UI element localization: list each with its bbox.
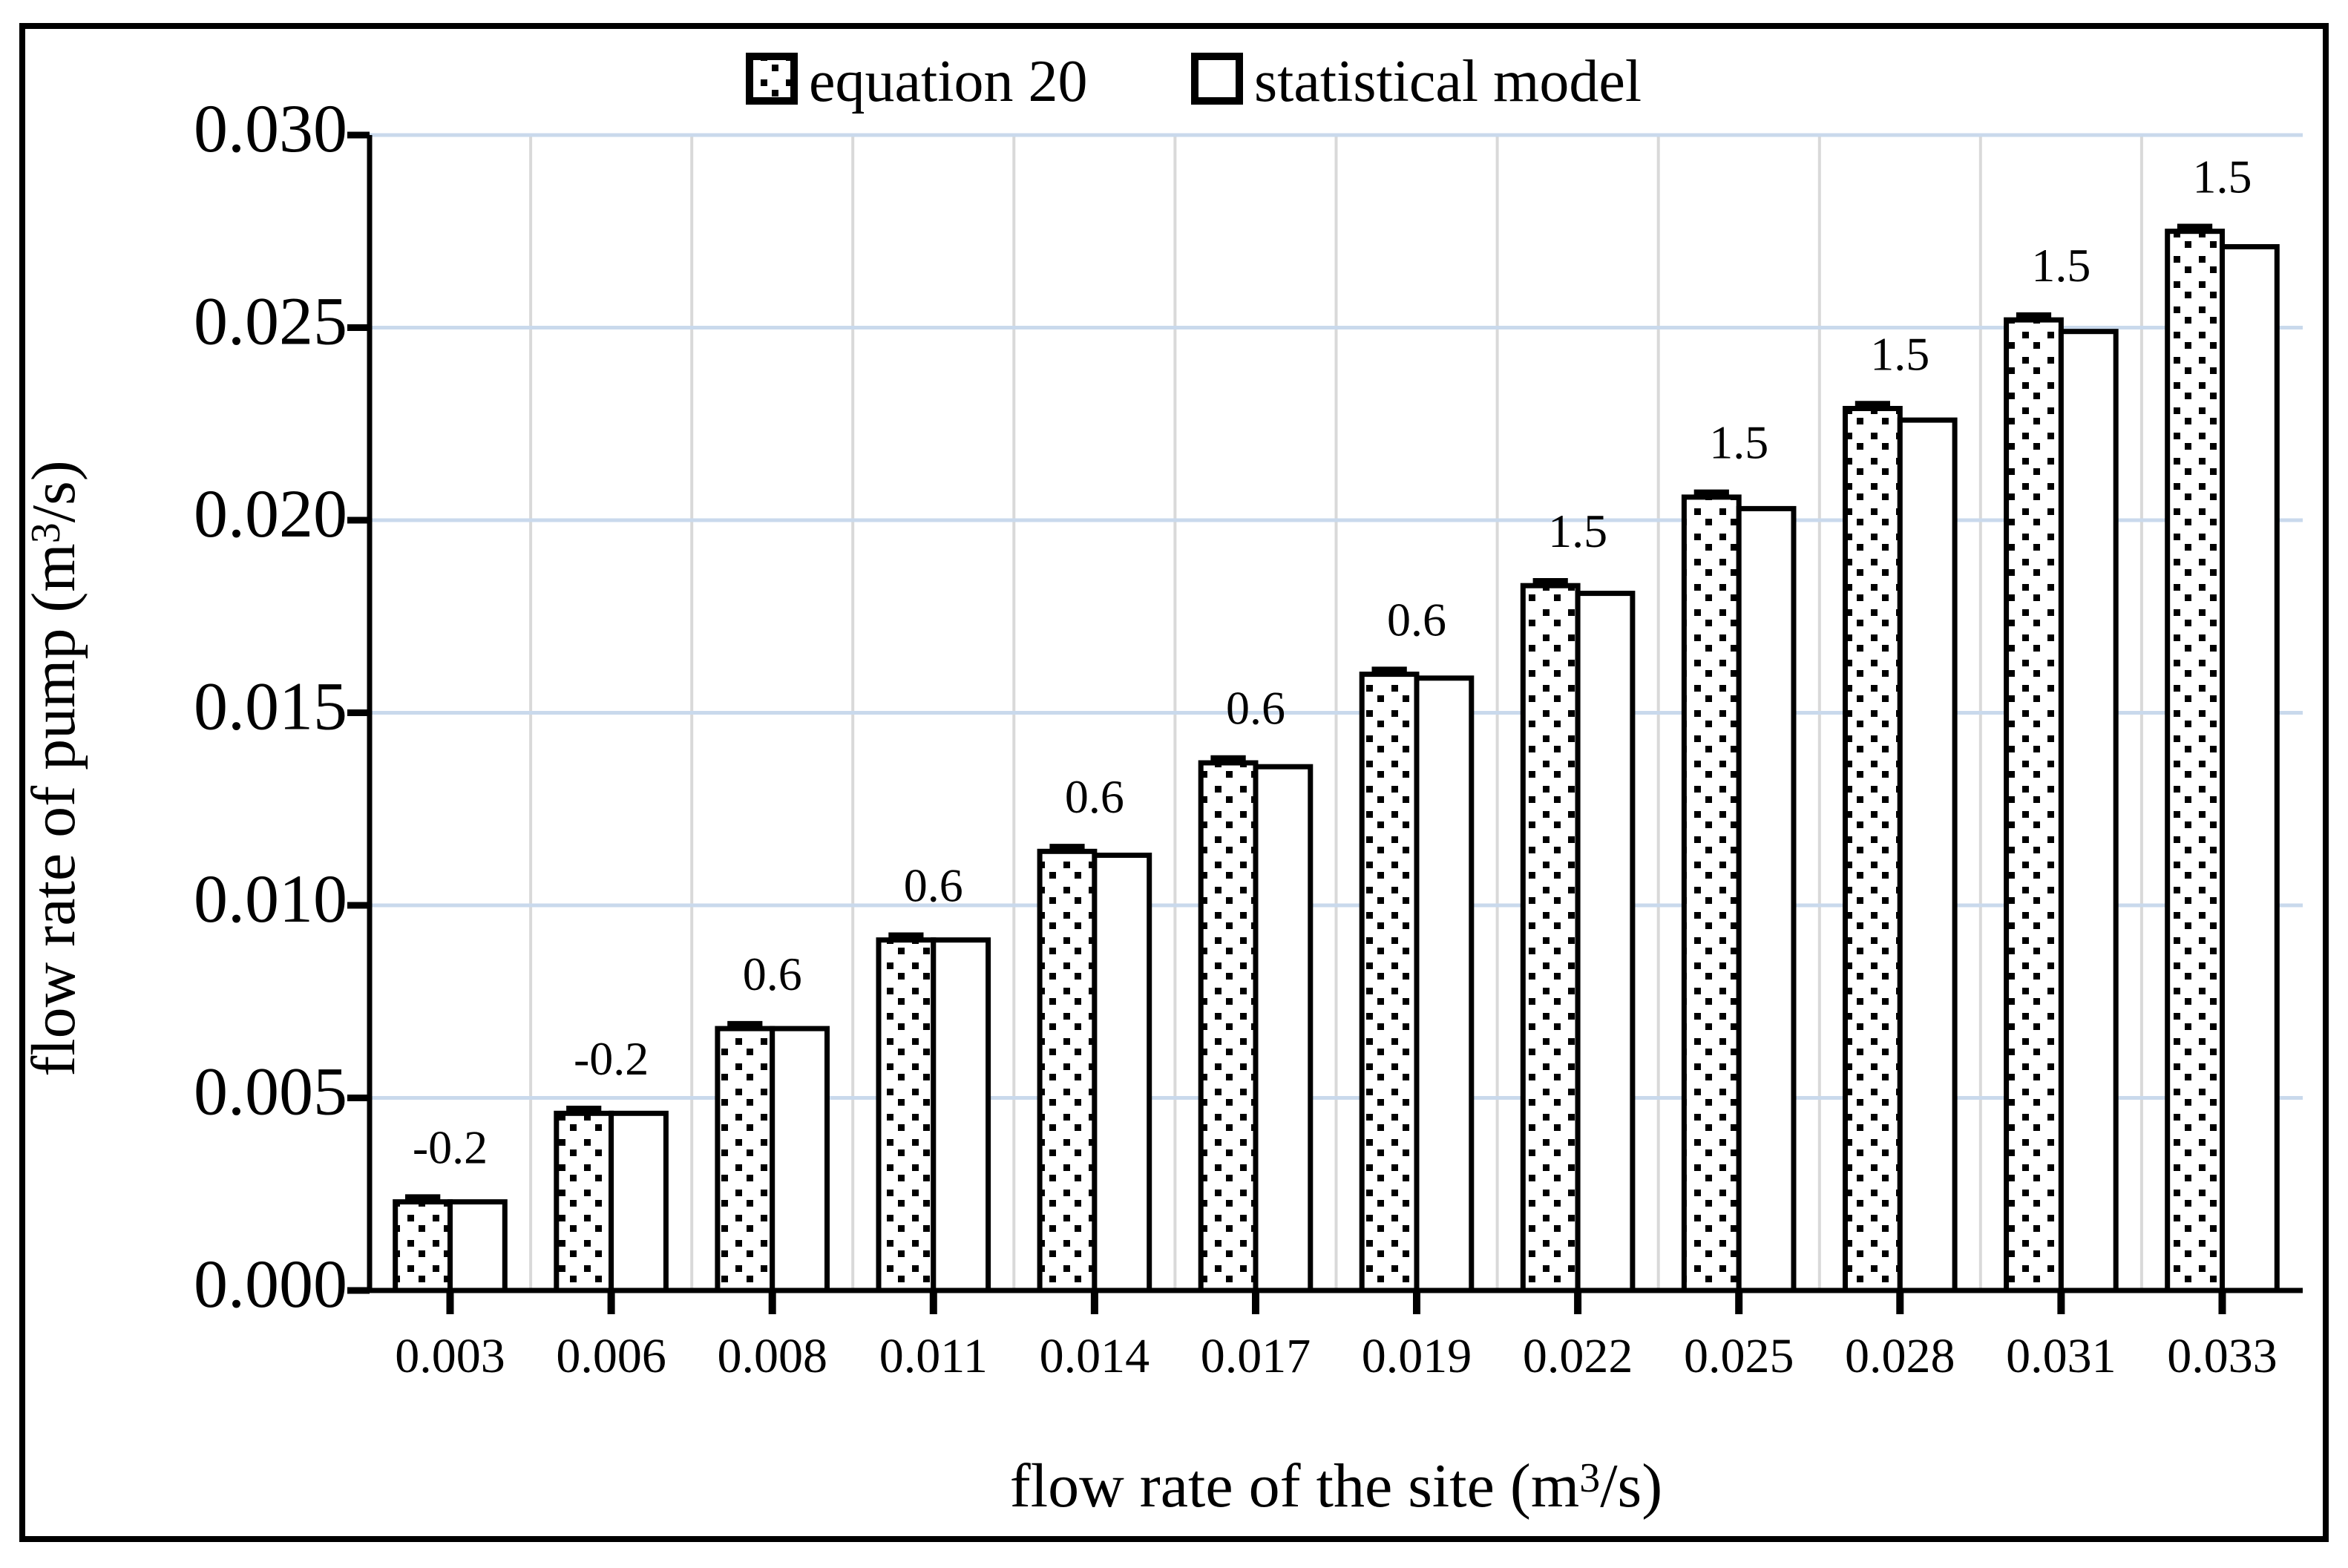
svg-text:0.6: 0.6 [1387,593,1446,646]
svg-text:1.5: 1.5 [1548,505,1607,557]
svg-text:0.028: 0.028 [1845,1329,1955,1383]
svg-text:0.030: 0.030 [194,91,347,166]
svg-text:0.017: 0.017 [1201,1329,1311,1383]
svg-text:0.014: 0.014 [1040,1329,1150,1383]
svg-text:0.031: 0.031 [2006,1329,2116,1383]
svg-text:0.6: 0.6 [904,859,963,912]
svg-text:0.022: 0.022 [1523,1329,1633,1383]
svg-text:1.5: 1.5 [1709,416,1768,469]
svg-text:statistical model: statistical model [1254,49,1642,114]
svg-text:0.015: 0.015 [194,669,347,744]
svg-text:0.000: 0.000 [194,1246,347,1322]
svg-text:equation 20: equation 20 [809,49,1087,114]
svg-text:0.033: 0.033 [2167,1329,2278,1383]
svg-text:1.5: 1.5 [1870,327,1929,380]
svg-text:0.019: 0.019 [1362,1329,1472,1383]
svg-text:0.6: 0.6 [743,948,802,1000]
svg-text:0.6: 0.6 [1226,682,1285,735]
svg-text:0.020: 0.020 [194,476,347,551]
svg-text:0.025: 0.025 [194,283,347,359]
svg-text:0.005: 0.005 [194,1054,347,1129]
svg-text:0.6: 0.6 [1065,770,1124,823]
svg-text:0.010: 0.010 [194,861,347,936]
svg-text:flow rate of pump (m3/s): flow rate of pump (m3/s) [19,460,88,1076]
svg-text:1.5: 1.5 [2193,151,2252,203]
svg-text:-0.2: -0.2 [413,1121,488,1173]
svg-text:1.5: 1.5 [2031,239,2090,292]
svg-text:flow rate of the site (m3/s): flow rate of the site (m3/s) [1010,1451,1662,1521]
svg-text:0.011: 0.011 [879,1329,988,1383]
svg-text:0.003: 0.003 [395,1329,505,1383]
svg-text:0.025: 0.025 [1684,1329,1794,1383]
svg-text:0.008: 0.008 [717,1329,827,1383]
svg-text:-0.2: -0.2 [574,1032,649,1085]
svg-text:0.006: 0.006 [556,1329,666,1383]
